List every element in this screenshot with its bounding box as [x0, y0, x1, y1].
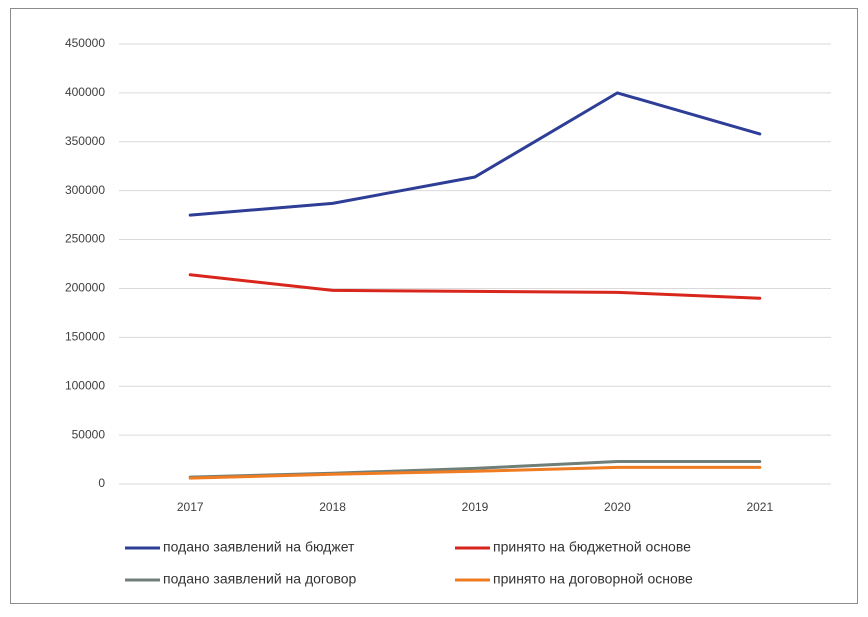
chart-frame — [10, 8, 858, 604]
y-tick-label: 0 — [98, 476, 105, 490]
y-tick-label: 200000 — [65, 281, 105, 295]
y-tick-label: 350000 — [65, 134, 105, 148]
x-tick-label: 2020 — [604, 500, 631, 514]
legend-label: подано заявлений на договор — [163, 571, 357, 587]
series-line — [188, 465, 762, 480]
y-tick-label: 50000 — [72, 427, 106, 441]
y-tick-label: 100000 — [65, 378, 105, 392]
x-tick-label: 2018 — [319, 500, 346, 514]
y-tick-label: 400000 — [65, 85, 105, 99]
legend-label: принято на бюджетной основе — [493, 539, 691, 555]
x-tick-label: 2019 — [462, 500, 489, 514]
y-tick-label: 150000 — [65, 330, 105, 344]
series-line — [188, 91, 762, 217]
legend-label: принято на договорной основе — [493, 571, 693, 587]
y-tick-label: 300000 — [65, 183, 105, 197]
y-tick-label: 450000 — [65, 36, 105, 50]
x-tick-label: 2021 — [746, 500, 773, 514]
x-tick-label: 2017 — [177, 500, 204, 514]
legend-label: подано заявлений на бюджет — [163, 539, 355, 555]
series-line — [188, 273, 762, 300]
y-tick-label: 250000 — [65, 232, 105, 246]
